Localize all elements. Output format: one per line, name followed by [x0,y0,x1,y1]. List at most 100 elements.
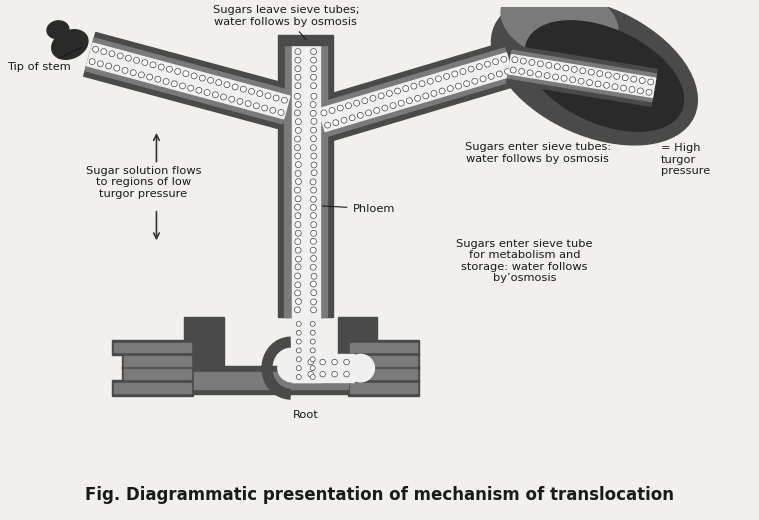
Bar [121,366,194,382]
Circle shape [262,105,268,111]
Circle shape [295,49,301,55]
Polygon shape [279,90,333,317]
Circle shape [580,68,586,74]
Bar [124,356,191,366]
Bar [348,380,419,396]
Circle shape [354,100,360,106]
Circle shape [216,80,222,85]
Circle shape [310,66,317,72]
Circle shape [294,145,301,151]
Circle shape [270,107,276,113]
Text: Sugars enter sieve tubes:
water follows by osmosis: Sugars enter sieve tubes: water follows … [465,142,611,163]
Circle shape [155,76,161,82]
Ellipse shape [492,0,698,145]
Circle shape [294,153,301,159]
Circle shape [294,136,301,142]
Circle shape [622,75,628,81]
Circle shape [310,299,317,305]
Circle shape [295,57,301,63]
Circle shape [295,230,301,236]
Circle shape [296,339,301,344]
Circle shape [638,88,644,94]
Circle shape [310,307,317,313]
Circle shape [561,75,567,81]
Circle shape [89,59,95,64]
Circle shape [310,330,315,335]
Circle shape [521,58,526,64]
Circle shape [295,248,301,253]
Circle shape [480,76,486,82]
Circle shape [398,100,405,106]
Circle shape [106,63,112,69]
Circle shape [460,69,466,74]
Circle shape [310,204,317,211]
Ellipse shape [501,0,618,61]
Circle shape [200,75,205,81]
Circle shape [294,239,301,244]
Bar [350,383,417,393]
Circle shape [295,264,301,270]
Circle shape [529,59,535,66]
Circle shape [204,89,210,96]
Circle shape [265,93,271,99]
Circle shape [213,92,219,98]
Circle shape [403,86,408,92]
Circle shape [310,238,317,244]
Circle shape [452,71,458,77]
Circle shape [232,84,238,90]
Bar [291,317,320,382]
Circle shape [344,371,349,377]
Circle shape [296,357,301,362]
Circle shape [310,290,317,296]
Bar [121,354,194,369]
Circle shape [308,371,313,377]
Bar [285,90,327,317]
Bar [87,43,290,119]
Circle shape [191,73,197,79]
Text: Root: Root [293,410,319,420]
Circle shape [603,82,609,88]
Text: = High
turgor
pressure: = High turgor pressure [661,143,710,176]
Circle shape [207,77,213,83]
Circle shape [528,70,533,76]
Circle shape [472,79,478,84]
Circle shape [310,264,317,270]
Circle shape [572,67,578,72]
Circle shape [294,204,301,210]
Circle shape [629,86,635,93]
Circle shape [320,359,326,365]
Text: Sugars enter sieve tube
for metabolism and
storage: water follows
by’osmosis: Sugars enter sieve tube for metabolism a… [456,239,593,283]
Ellipse shape [278,354,307,382]
Circle shape [134,57,140,63]
Circle shape [294,273,301,279]
Circle shape [310,49,317,55]
Circle shape [588,69,594,75]
Circle shape [484,61,490,67]
Circle shape [505,69,511,74]
Circle shape [423,93,429,99]
Circle shape [411,83,417,89]
Circle shape [125,55,131,61]
Circle shape [447,86,453,92]
Circle shape [163,79,169,84]
Bar [194,372,348,389]
Bar [338,354,419,369]
Circle shape [544,73,550,79]
Text: Sugar solution flows
to regions of low
turgor pressure: Sugar solution flows to regions of low t… [86,165,201,199]
Circle shape [249,88,254,94]
Circle shape [295,256,301,262]
Bar [291,45,320,90]
Circle shape [295,66,301,72]
Circle shape [311,170,317,176]
Circle shape [536,71,542,77]
Circle shape [310,321,315,327]
Ellipse shape [52,30,88,59]
Bar [184,317,224,386]
Circle shape [370,95,376,101]
Circle shape [122,68,128,73]
Circle shape [419,81,425,87]
Text: Fig. Diagrammatic presentation of mechanism of translocation: Fig. Diagrammatic presentation of mechan… [85,486,674,504]
Circle shape [310,83,317,89]
Circle shape [295,171,301,176]
Circle shape [183,71,189,76]
